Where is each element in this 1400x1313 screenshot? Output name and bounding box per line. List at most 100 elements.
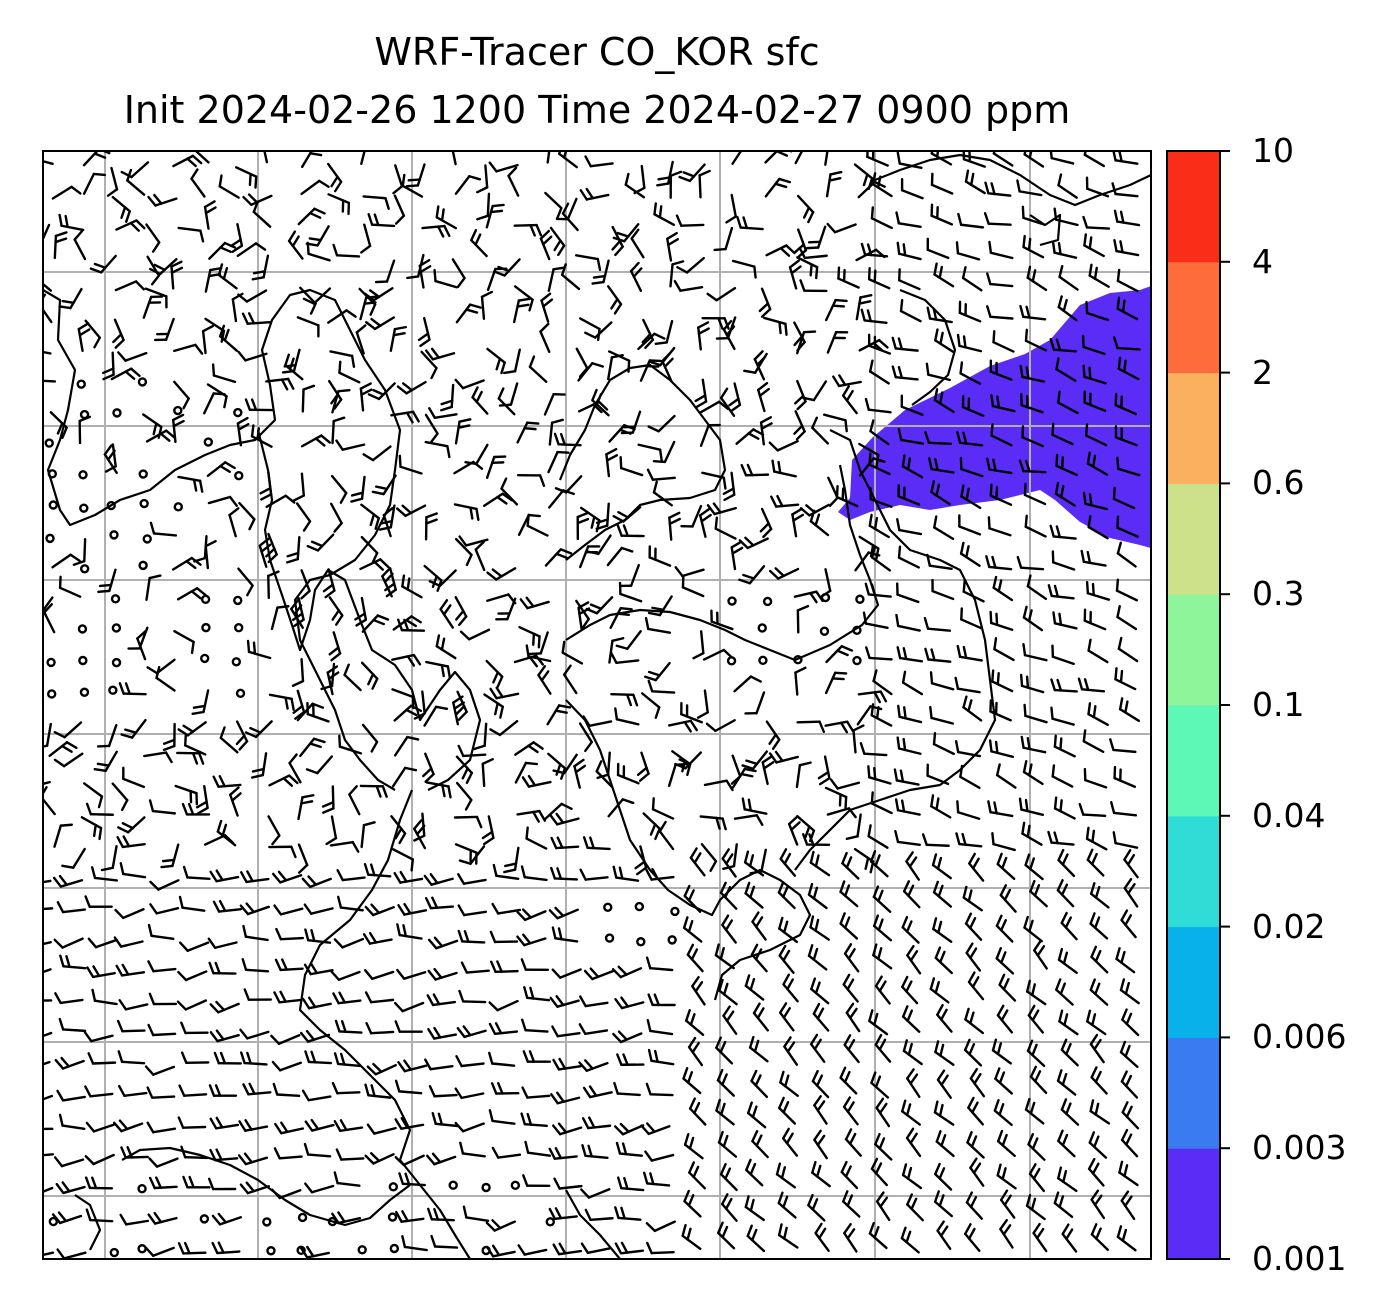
wind-barb bbox=[303, 962, 334, 976]
calm-wind-marker bbox=[200, 653, 210, 664]
wind-barb bbox=[299, 737, 326, 758]
wind-barb bbox=[1120, 1070, 1139, 1099]
wind-barb bbox=[236, 416, 250, 447]
wind-barb bbox=[606, 546, 634, 567]
wind-barb bbox=[1081, 334, 1106, 356]
wind-barb bbox=[1089, 978, 1109, 1006]
wind-barb bbox=[204, 540, 217, 570]
wind-barb bbox=[562, 664, 578, 695]
wind-barb bbox=[730, 540, 744, 571]
wind-barb bbox=[705, 719, 736, 733]
wind-barb bbox=[292, 472, 306, 502]
wind-barb bbox=[238, 501, 256, 531]
wind-barb bbox=[740, 463, 770, 477]
wind-barb bbox=[1085, 581, 1111, 601]
map-frame bbox=[42, 150, 1152, 1260]
wind-barb bbox=[218, 174, 240, 199]
wind-barb bbox=[839, 880, 859, 908]
wind-barb bbox=[360, 661, 379, 690]
wind-barb bbox=[401, 173, 424, 198]
wind-barb bbox=[966, 1131, 985, 1159]
wind-barb bbox=[366, 1123, 397, 1135]
wind-barb bbox=[642, 1171, 671, 1187]
wind-barb bbox=[528, 631, 549, 656]
wind-barb bbox=[896, 736, 922, 755]
wind-barb bbox=[43, 907, 54, 911]
wind-barb bbox=[87, 937, 118, 949]
wind-barb bbox=[1024, 1097, 1045, 1125]
wind-barb bbox=[327, 162, 343, 193]
calm-wind-marker bbox=[46, 657, 56, 668]
wind-barb bbox=[718, 978, 738, 1006]
wind-barb bbox=[717, 1221, 736, 1250]
wind-barb bbox=[1083, 390, 1107, 412]
wind-barb bbox=[629, 261, 643, 293]
wind-barb bbox=[539, 229, 553, 261]
wind-barb bbox=[485, 203, 505, 229]
wind-barb bbox=[640, 1122, 671, 1136]
wind-barb bbox=[184, 733, 207, 756]
wind-barb bbox=[209, 1116, 240, 1130]
wind-barb bbox=[692, 630, 705, 660]
wind-barb bbox=[992, 330, 1015, 353]
wind-barb bbox=[639, 359, 662, 382]
wind-barb bbox=[240, 1051, 268, 1066]
wind-barb bbox=[549, 226, 566, 257]
wind-barb bbox=[844, 1128, 862, 1157]
wind-barb bbox=[779, 1002, 795, 1032]
wind-barb bbox=[58, 1113, 86, 1130]
wind-barb bbox=[490, 960, 519, 974]
wind-barb bbox=[543, 393, 566, 416]
wind-barb bbox=[984, 181, 1012, 197]
wind-barb bbox=[930, 203, 954, 226]
wind-barb bbox=[456, 1025, 487, 1039]
wind-barb bbox=[995, 914, 1014, 943]
wind-barb bbox=[299, 1029, 331, 1043]
wind-barb bbox=[874, 1132, 893, 1161]
wind-barb bbox=[678, 163, 706, 183]
wind-barb bbox=[243, 988, 272, 1001]
wind-barb bbox=[274, 1121, 305, 1135]
wind-barb bbox=[811, 1160, 831, 1188]
wind-barb bbox=[552, 1057, 582, 1071]
wind-barb bbox=[102, 351, 115, 381]
wind-barb bbox=[177, 226, 205, 243]
wind-barb bbox=[744, 881, 764, 909]
wind-barb bbox=[875, 1191, 891, 1222]
wind-barb bbox=[654, 319, 674, 346]
wind-barb bbox=[990, 393, 1016, 413]
wind-barb bbox=[78, 415, 92, 445]
wind-barb bbox=[967, 1096, 984, 1126]
wind-barb bbox=[689, 847, 706, 877]
wind-barb bbox=[228, 507, 240, 538]
wind-barb bbox=[173, 343, 204, 355]
wind-barb bbox=[398, 454, 423, 475]
wind-barb bbox=[779, 848, 797, 877]
calm-wind-marker bbox=[852, 655, 862, 666]
wind-barb bbox=[824, 298, 848, 322]
wind-barb bbox=[900, 1226, 920, 1254]
wind-barb bbox=[1120, 1128, 1139, 1158]
wind-barb bbox=[778, 916, 799, 944]
wind-barb bbox=[116, 1019, 146, 1033]
wind-barb bbox=[365, 316, 395, 331]
wind-barb bbox=[794, 666, 807, 696]
wind-barb bbox=[1085, 300, 1110, 322]
wind-barb bbox=[656, 160, 674, 187]
calm-wind-marker bbox=[173, 405, 183, 416]
wind-barb bbox=[84, 1176, 114, 1190]
wind-barb bbox=[413, 690, 426, 720]
wind-barb bbox=[661, 351, 674, 383]
wind-barb bbox=[91, 988, 118, 1006]
wind-barb bbox=[642, 812, 661, 841]
wind-barb bbox=[500, 477, 519, 506]
wind-barb bbox=[149, 879, 180, 891]
wind-barb bbox=[268, 774, 299, 787]
wind-barb bbox=[495, 597, 517, 621]
wind-barb bbox=[155, 665, 176, 692]
wind-barb bbox=[43, 1094, 54, 1101]
wind-barb bbox=[491, 902, 522, 915]
wind-barb bbox=[209, 1000, 240, 1014]
wind-barb bbox=[235, 166, 258, 189]
wind-barb bbox=[83, 1030, 114, 1043]
